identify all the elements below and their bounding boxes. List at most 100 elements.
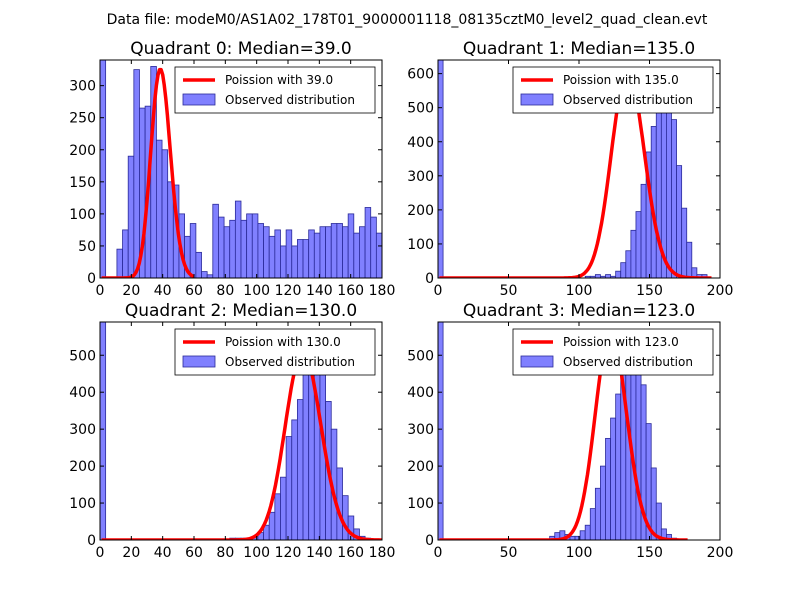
legend: Poission with 135.0 Observed distribution	[512, 66, 714, 114]
histogram-bar	[251, 213, 259, 278]
legend-observed-label: Observed distribution	[563, 93, 693, 107]
histogram-bar	[635, 354, 642, 540]
histogram-bar	[330, 223, 338, 278]
x-tick-label: 200	[707, 545, 734, 561]
histogram-bar	[584, 524, 591, 540]
histogram-bar	[302, 371, 310, 540]
histogram-bar	[676, 165, 683, 278]
histogram-bar	[640, 183, 647, 278]
histogram-bar	[240, 219, 248, 278]
histogram-bar	[569, 535, 576, 540]
poisson-curve	[439, 68, 712, 278]
histogram-bar	[666, 534, 672, 540]
x-tick-label: 100	[566, 283, 593, 299]
x-tick-label: 150	[636, 545, 663, 561]
panel-title: Quadrant 3: Median=123.0	[463, 301, 695, 321]
y-tick-label: 0	[425, 533, 434, 549]
panel-title: Quadrant 2: Median=130.0	[125, 301, 357, 321]
x-tick-label: 120	[275, 545, 302, 561]
histogram-bar	[296, 239, 304, 278]
histogram-bar	[615, 393, 622, 540]
histogram-bar	[285, 436, 293, 540]
histogram-bar	[600, 465, 606, 540]
poisson-curve	[101, 67, 195, 278]
histogram-bar	[195, 251, 202, 278]
histogram-bar	[342, 226, 349, 278]
histogram-bar	[155, 139, 163, 278]
histogram-bar	[438, 322, 444, 540]
histogram-bar	[416, 272, 422, 278]
x-tick-label: 140	[306, 545, 333, 561]
histogram-bar	[291, 419, 298, 540]
x-tick-label: 100	[566, 545, 593, 561]
quadrant-3-panel: 0 50 100 150 200 0 100 200 300 400 500 Quadrant 3: …	[407, 301, 733, 561]
histogram-bar	[100, 322, 107, 540]
x-tick-label: 40	[154, 545, 172, 561]
y-tick-label: 200	[407, 203, 434, 219]
legend: Poission with 39.0 Observed distribution	[174, 66, 376, 114]
histogram-bar	[620, 262, 627, 278]
histogram-bar	[375, 232, 382, 278]
histogram-bar	[342, 495, 349, 540]
x-tick-label: 60	[185, 545, 203, 561]
histogram-bar	[589, 508, 596, 540]
histogram-bar	[268, 511, 276, 540]
x-tick-label: 160	[337, 545, 364, 561]
legend-observed-label: Observed distribution	[225, 355, 355, 369]
histogram-bar	[274, 493, 281, 540]
histogram-bar	[133, 69, 140, 278]
histogram-bar	[615, 270, 622, 278]
histogram-bar	[594, 487, 601, 540]
histogram-bar	[370, 216, 377, 278]
histogram-bar	[325, 226, 332, 278]
legend-observed-swatch	[182, 93, 216, 106]
x-tick-label: 0	[96, 545, 105, 561]
histogram-bar	[280, 245, 287, 278]
histogram-bar	[291, 245, 298, 278]
x-tick-label: 50	[500, 283, 518, 299]
histogram-bar	[671, 119, 677, 278]
x-tick-label: 60	[185, 283, 203, 299]
x-tick-label: 40	[154, 283, 172, 299]
x-tick-label: 100	[243, 545, 270, 561]
y-tick-label: 0	[87, 533, 96, 549]
histogram-bar	[388, 240, 394, 278]
x-tick-label: 160	[337, 283, 364, 299]
y-tick-label: 100	[69, 207, 96, 223]
histogram-bar	[610, 417, 617, 540]
histogram-bar	[116, 248, 123, 278]
x-tick-label: 180	[369, 545, 396, 561]
y-tick-label: 50	[78, 239, 96, 255]
legend-poisson-label: Poission with 39.0	[225, 73, 333, 87]
quadrant-0-panel: 0 20 40 60 80 100 120 140 160 180 0 50 100 150 200 250 3…	[69, 39, 422, 299]
legend-observed-swatch	[182, 355, 216, 368]
histogram-bar	[691, 267, 698, 278]
histogram-bar	[161, 149, 169, 278]
legend-poisson-label: Poission with 135.0	[563, 73, 679, 87]
y-tick-label: 500	[69, 348, 96, 364]
histogram-bar	[100, 60, 107, 278]
legend: Poission with 123.0 Observed distribution	[512, 328, 714, 376]
panel-title: Quadrant 0: Median=39.0	[130, 39, 352, 59]
histogram-bar	[223, 226, 231, 278]
legend-observed-label: Observed distribution	[225, 93, 355, 107]
histogram-bar	[364, 207, 372, 278]
y-tick-label: 400	[407, 385, 434, 401]
histogram-bar	[229, 219, 236, 278]
y-tick-label: 100	[407, 496, 434, 512]
histogram-bar	[686, 241, 693, 278]
histogram-bar	[122, 229, 129, 278]
poisson-curve	[439, 329, 688, 540]
x-tick-label: 180	[369, 283, 396, 299]
y-tick-label: 250	[69, 111, 96, 127]
x-tick-label: 0	[434, 545, 443, 561]
histogram-bar	[405, 265, 411, 278]
histogram-bar	[393, 246, 399, 278]
histogram-bar	[605, 274, 611, 278]
histogram-bar	[280, 476, 287, 540]
histogram-bar	[308, 229, 315, 278]
figure-suptitle: Data file: modeM0/AS1A02_178T01_90000011…	[107, 12, 708, 28]
histogram-bar	[359, 226, 366, 278]
histogram-bar	[381, 223, 382, 278]
histogram-bar	[302, 239, 310, 278]
